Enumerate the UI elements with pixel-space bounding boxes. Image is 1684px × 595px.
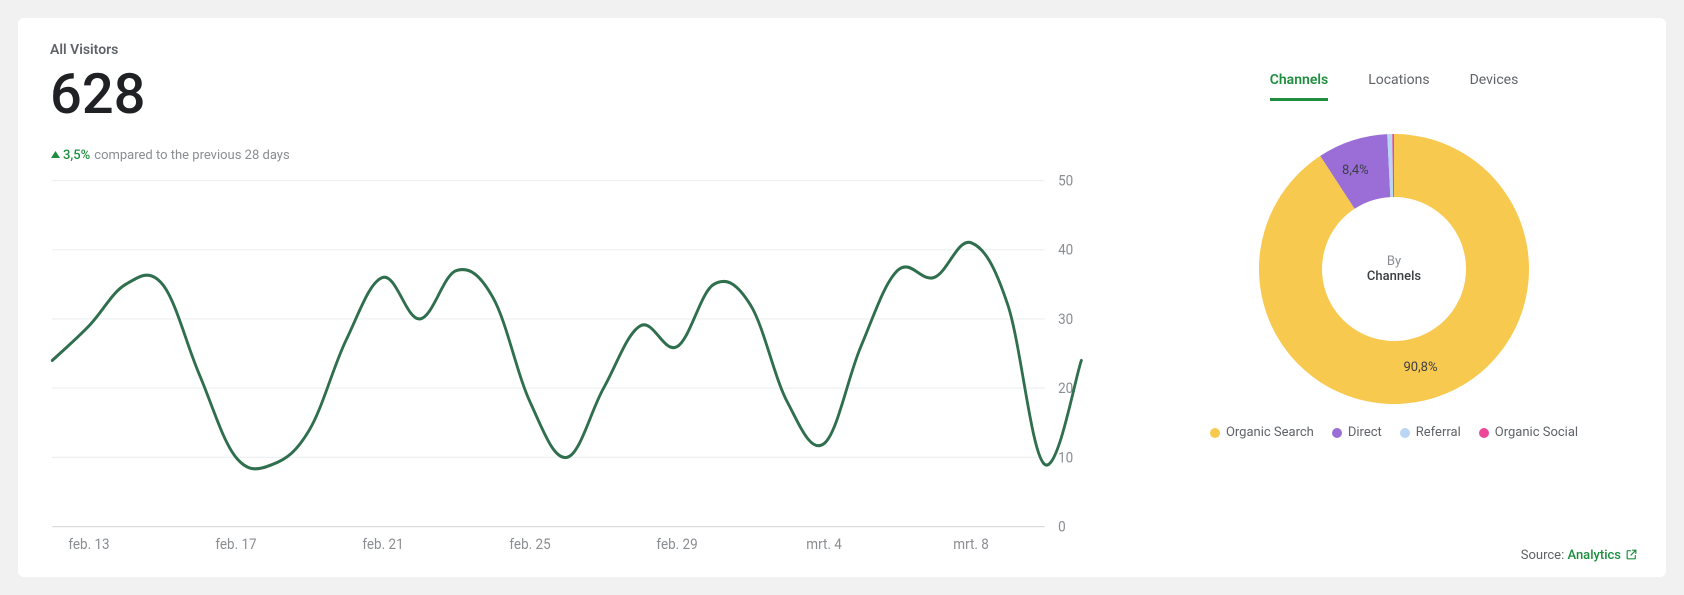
delta-note: compared to the previous 28 days bbox=[94, 148, 289, 163]
source-prefix: Source: bbox=[1521, 548, 1568, 563]
donut-legend: Organic Search Direct Referral Organic Soci… bbox=[1210, 425, 1578, 440]
legend-label: Organic Search bbox=[1226, 425, 1314, 440]
external-link-icon bbox=[1625, 548, 1638, 561]
source-attribution: Source: Analytics bbox=[1521, 548, 1638, 563]
legend-item: Direct bbox=[1332, 425, 1382, 440]
x-axis-tick-label: feb. 17 bbox=[215, 536, 256, 553]
x-axis-tick-label: feb. 25 bbox=[509, 536, 550, 553]
x-axis-tick-label: mrt. 4 bbox=[806, 536, 842, 553]
donut-slice-label: 8,4% bbox=[1342, 163, 1369, 178]
visitors-panel: All Visitors 628 3,5% compared to the pr… bbox=[50, 42, 1094, 559]
delta-row: 3,5% compared to the previous 28 days bbox=[50, 148, 1094, 163]
x-axis-tick-label: feb. 21 bbox=[362, 536, 403, 553]
card-title: All Visitors bbox=[50, 42, 1094, 58]
visitors-total: 628 bbox=[50, 66, 1094, 122]
y-axis-tick-label: 40 bbox=[1058, 242, 1073, 259]
visitors-line-chart: 0 10 20 30 40 50 feb. 13 feb. 17 feb. 21 feb. 25 f… bbox=[50, 173, 1094, 559]
legend-label: Direct bbox=[1348, 425, 1382, 440]
source-link[interactable]: Analytics bbox=[1567, 548, 1638, 563]
legend-item: Organic Search bbox=[1210, 425, 1314, 440]
visitors-series-line bbox=[52, 242, 1081, 469]
analytics-card: All Visitors 628 3,5% compared to the pr… bbox=[18, 18, 1666, 577]
delta-value: 3,5% bbox=[50, 148, 90, 163]
channels-donut-chart: By Channels 90,8% 8,4% bbox=[1244, 119, 1544, 419]
tab-channels[interactable]: Channels bbox=[1270, 72, 1329, 101]
donut-center-label: By Channels bbox=[1367, 254, 1421, 284]
x-axis-tick-label: mrt. 8 bbox=[953, 536, 989, 553]
trend-up-icon bbox=[50, 150, 61, 161]
tab-locations[interactable]: Locations bbox=[1368, 72, 1429, 101]
legend-label: Organic Social bbox=[1495, 425, 1578, 440]
donut-center-by: By bbox=[1367, 254, 1421, 269]
delta-percent: 3,5% bbox=[63, 148, 90, 163]
breakdown-tabs: Channels Locations Devices bbox=[1270, 72, 1519, 101]
channels-panel: Channels Locations Devices By Channels 90,… bbox=[1154, 42, 1634, 559]
donut-slice-label: 90,8% bbox=[1403, 360, 1437, 375]
legend-item: Organic Social bbox=[1479, 425, 1578, 440]
y-axis-tick-label: 10 bbox=[1058, 450, 1073, 467]
legend-swatch bbox=[1332, 428, 1342, 438]
legend-label: Referral bbox=[1416, 425, 1461, 440]
x-axis-tick-label: feb. 13 bbox=[68, 536, 109, 553]
legend-swatch bbox=[1400, 428, 1410, 438]
y-axis-tick-label: 50 bbox=[1058, 173, 1073, 190]
tab-devices[interactable]: Devices bbox=[1470, 72, 1519, 101]
y-axis-tick-label: 30 bbox=[1058, 311, 1073, 328]
donut-center-what: Channels bbox=[1367, 269, 1421, 284]
legend-swatch bbox=[1479, 428, 1489, 438]
x-axis-tick-label: feb. 29 bbox=[656, 536, 697, 553]
legend-item: Referral bbox=[1400, 425, 1461, 440]
y-axis-tick-label: 20 bbox=[1058, 381, 1073, 398]
legend-swatch bbox=[1210, 428, 1220, 438]
y-axis-tick-label: 0 bbox=[1058, 519, 1066, 536]
